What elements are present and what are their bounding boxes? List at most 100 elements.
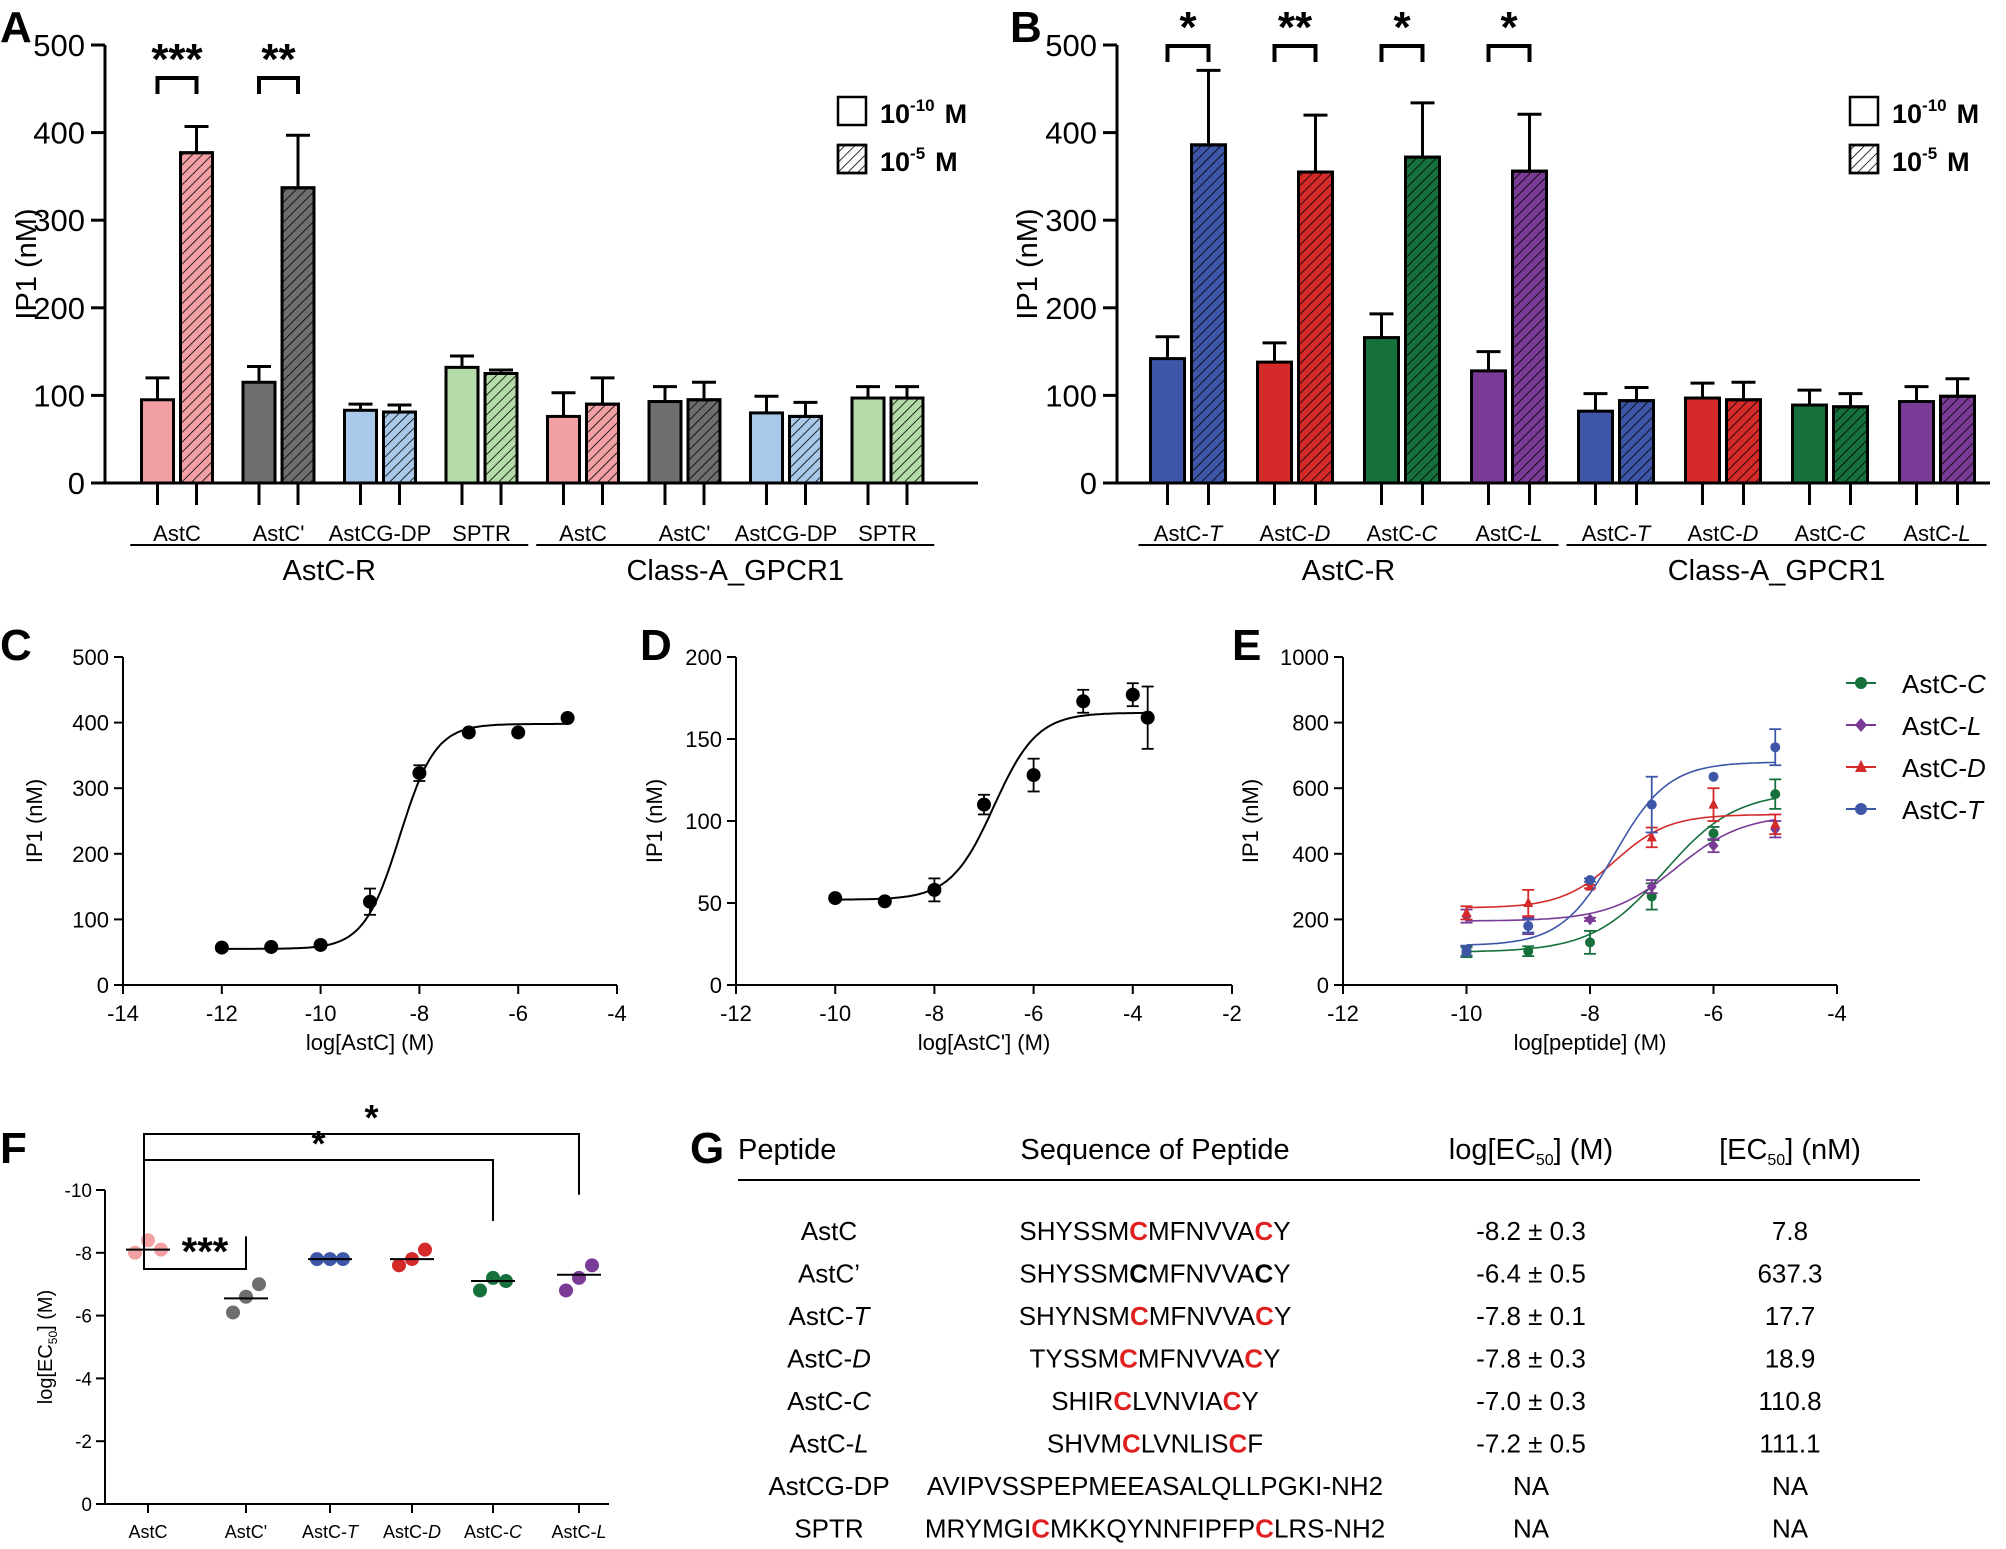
legend-exponent: -5 (1922, 144, 1937, 163)
peptide-name: AstC-C (787, 1386, 871, 1416)
legend-label: 10-5 M (1892, 144, 1970, 177)
bar (1256, 360, 1293, 485)
significance-stars: ** (261, 35, 296, 84)
header-log-ec50: log[EC50] (M) (1449, 1134, 1613, 1169)
data-point (1855, 677, 1867, 689)
y-tick-label: 0 (97, 973, 109, 998)
data-point (1523, 946, 1534, 957)
ec50-value: 17.7 (1765, 1301, 1816, 1331)
significance-bracket (1486, 44, 1532, 62)
x-tick-label-italic: D (1315, 521, 1331, 546)
sequence-segment: C (1031, 1514, 1050, 1544)
legend-label: AstC-T (1902, 795, 1985, 825)
y-tick-label: 100 (685, 809, 722, 834)
y-tick-label: 300 (33, 203, 85, 238)
data-point (226, 1305, 240, 1320)
sequence-segment: MRYMGI (925, 1514, 1031, 1544)
x-axis-label: log[AstC] (M) (306, 1030, 434, 1055)
group-label: AstC-R (1302, 555, 1395, 587)
data-point (1585, 880, 1595, 891)
data-point (1523, 920, 1534, 931)
peptide-name: AstC’ (798, 1259, 860, 1289)
sequence-segment: MFNVVA (1148, 1216, 1255, 1246)
data-point (1646, 799, 1657, 810)
peptide-sequence: SHYNSMCMFNVVACY (1019, 1301, 1292, 1331)
peptide-sequence: SHVMCLVNLISCF (1047, 1429, 1263, 1459)
y-axis-label: IP1 (nM) (1238, 779, 1263, 863)
ec50-value: 18.9 (1765, 1344, 1816, 1374)
panel-c-dose-response: 0 100 200 300 400 500 -14 -12 -10 -8 -6 -4 log[AstC]… (22, 645, 627, 1055)
y-tick-label: 600 (1292, 776, 1329, 801)
legend-prefix: AstC- (1902, 711, 1967, 741)
peptide-sequence: SHYSSMCMFNVVACY (1019, 1259, 1290, 1289)
y-tick-label: 150 (685, 727, 722, 752)
x-tick-label: AstC-T (1582, 521, 1652, 546)
ec50-value: 110.8 (1758, 1386, 1821, 1416)
sequence-segment: C (1255, 1301, 1274, 1331)
ec50-value: NA (1772, 1471, 1809, 1501)
data-point (1585, 937, 1595, 948)
y-tick-label: 0 (1080, 466, 1097, 501)
data-point (486, 1270, 500, 1285)
legend-prefix: AstC- (1902, 669, 1967, 699)
data-point (392, 1258, 406, 1273)
bar (647, 400, 683, 485)
peptide-name-italic: L (854, 1429, 868, 1459)
x-tick-label-italic: D (428, 1522, 441, 1542)
bar-hatch (280, 186, 316, 485)
bar-hatch (686, 398, 722, 485)
y-axis-label: log[EC50] (M) (35, 1290, 60, 1404)
legend-label: AstC-L (1902, 711, 1981, 741)
sequence-segment: MFNVVA (1148, 1259, 1255, 1289)
bar-hatch (788, 414, 823, 485)
fit-curve (221, 722, 568, 950)
legend-unit: M (945, 99, 968, 129)
y-tick-label: 300 (72, 776, 109, 801)
x-tick-label: -10 (1451, 1001, 1483, 1026)
data-point (1461, 906, 1472, 917)
legend-prefix: AstC- (1902, 795, 1967, 825)
bar-hatch (179, 151, 214, 485)
y-tick-label: 400 (1045, 116, 1097, 151)
panel-d-dose-response: 0 50 100 150 200 -12 -10 -8 -6 -4 -2 log[AstC'] (M)… (642, 645, 1242, 1055)
x-tick-label: AstC-D (1688, 521, 1759, 546)
log-ec50-value: -7.0 ± 0.3 (1476, 1386, 1586, 1416)
x-axis-label: log[peptide] (M) (1514, 1030, 1667, 1055)
sequence-segment: MKKQYNNFIPFP (1050, 1514, 1255, 1544)
x-tick-label-italic: C (1422, 521, 1438, 546)
data-point (1770, 818, 1781, 829)
x-tick-label: -6 (1704, 1001, 1724, 1026)
x-tick-label: -12 (206, 1001, 238, 1026)
bar (1898, 400, 1935, 485)
y-tick-label: 200 (1292, 907, 1329, 932)
sequence-segment: SHYSSM (1019, 1259, 1129, 1289)
x-tick-label: AstCG-DP (735, 521, 838, 546)
log-ec50-value: NA (1513, 1514, 1550, 1544)
y-axis-label-end: ] (M) (35, 1290, 57, 1331)
ec50-value: 637.3 (1757, 1259, 1822, 1289)
panel-label-a: A (0, 3, 32, 52)
peptide-name: AstC-D (787, 1344, 871, 1374)
panel-label-g: G (690, 1124, 724, 1173)
y-axis-label: IP1 (nM) (11, 208, 43, 319)
significance-stars: * (1179, 3, 1197, 52)
legend-exponent: -10 (1922, 96, 1947, 115)
y-tick-label: 200 (685, 645, 722, 670)
header-ec50: [EC50] (nM) (1719, 1134, 1861, 1169)
sequence-segment: MFNVVA (1138, 1344, 1245, 1374)
sequence-segment: LVNLIS (1141, 1429, 1229, 1459)
panel-b-bar-chart: 0 100 200 300 400 500 IP1 (nM) AstC-T AstC-D AstC… (1012, 3, 1990, 587)
data-point (511, 725, 526, 740)
peptide-sequence: SHIRCLVNVIACY (1051, 1386, 1259, 1416)
bar-hatch (1725, 398, 1762, 485)
significance-stars: * (1393, 3, 1411, 52)
data-point (1140, 710, 1155, 725)
y-tick-label: 100 (72, 907, 109, 932)
x-tick-label: -10 (305, 1001, 337, 1026)
y-tick-label: 400 (1292, 842, 1329, 867)
data-point (927, 882, 942, 897)
data-point (877, 894, 892, 909)
sequence-segment: TYSSM (1030, 1344, 1120, 1374)
bar-hatch (889, 396, 925, 485)
y-tick-label: -10 (65, 1181, 92, 1202)
